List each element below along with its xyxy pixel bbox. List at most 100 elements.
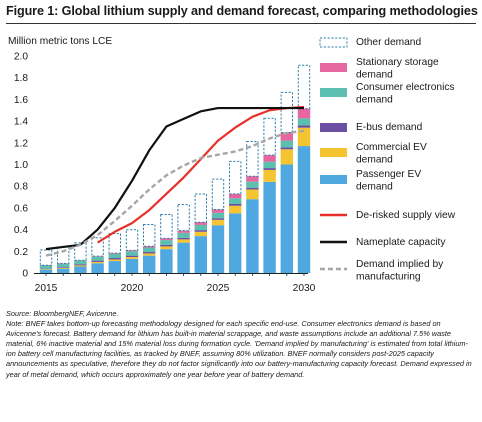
e-bus-demand-bar-2030 (297, 125, 311, 128)
stationary-storage-demand-bar-2023 (177, 230, 190, 233)
y-axis-ticks: 0 0.2 0.4 0.6 0.8 1.0 1.2 1.4 1.6 1.8 2.0 (14, 52, 29, 280)
y-tick-label-5: 1.0 (14, 160, 28, 171)
stationary-storage-demand-bar-2025 (211, 209, 225, 213)
stationary-storage-demand-bar-2019 (108, 253, 121, 254)
other-demand-bar-2028 (263, 117, 276, 156)
consumer-electronics-demand-bar-2030 (297, 118, 311, 126)
passenger-ev-demand-bar-2015 (39, 269, 53, 273)
consumer-electronics-demand-bar-2024 (194, 224, 207, 231)
other-demand-bar-2026 (229, 160, 242, 195)
passenger-ev-demand-bar-2030 (297, 146, 311, 273)
consumer-electronics-demand-bar-2019 (108, 253, 121, 259)
e-bus-demand-bar-2015 (39, 268, 53, 270)
other-demand-bar-2021 (143, 224, 156, 247)
consumer-electronics-demand-bar-2027 (246, 181, 259, 188)
e-bus-demand-bar-2028 (263, 168, 276, 170)
stationary-storage-demand-bar-2027 (246, 176, 259, 182)
y-tick-label-0: 0 (22, 269, 28, 280)
passenger-ev-demand-bar-2028 (263, 181, 276, 273)
note-text: Note: BNEF takes bottom-up forecasting m… (6, 319, 472, 379)
passenger-ev-demand-bar-2022 (160, 249, 173, 273)
commercial-ev-demand-bar-2024 (194, 231, 207, 237)
stationary-storage-demand-bar-2029 (280, 132, 293, 141)
demand-implied-by-manufacturing-line (45, 129, 305, 257)
e-bus-demand-bar-2018 (91, 260, 104, 262)
commercial-ev-demand-bar-2023 (177, 239, 190, 243)
passenger-ev-demand-bar-2021 (143, 255, 156, 273)
passenger-ev-demand-bar-2018 (91, 263, 104, 273)
y-tick-label-8: 1.6 (14, 95, 28, 106)
passenger-ev-demand-legend-label-0: Passenger EV (356, 169, 421, 180)
e-bus-demand-legend-swatch (320, 123, 347, 132)
lithium-chart: Million metric tons LCE 0 0.2 0.4 0.6 0.8 1.0… (8, 36, 456, 294)
stationary-storage-demand-bar-2020 (125, 250, 139, 252)
commercial-ev-demand-legend-swatch (320, 148, 347, 157)
y-axis-label: Million metric tons LCE (8, 36, 112, 47)
passenger-ev-demand-bar-2020 (125, 258, 139, 273)
other-demand-bar-2018 (91, 237, 104, 257)
e-bus-demand-bar-2019 (108, 258, 121, 260)
other-demand-bar-2025 (211, 178, 225, 211)
nameplate-capacity-legend-label-0: Nameplate capacity (356, 237, 446, 248)
title-divider (6, 23, 476, 24)
stationary-storage-demand-bar-2026 (229, 193, 242, 199)
consumer-electronics-demand-legend-label-0: Consumer electronics (356, 82, 455, 93)
e-bus-demand-bar-2025 (211, 218, 225, 220)
demand-implied-by-manufacturing-legend-label-1: manufacturing (356, 272, 421, 283)
passenger-ev-demand-bar-2017 (74, 266, 87, 273)
e-bus-demand-bar-2024 (194, 230, 207, 232)
de-risked-supply-view-legend-label-0: De-risked supply view (356, 210, 456, 221)
stacked-bars (39, 64, 311, 273)
stationary-storage-demand-legend-swatch (320, 63, 347, 72)
consumer-electronics-demand-bar-2017 (74, 260, 87, 265)
consumer-electronics-demand-bar-2029 (280, 140, 293, 148)
commercial-ev-demand-bar-2018 (91, 261, 104, 264)
e-bus-demand-bar-2026 (229, 203, 242, 206)
x-tick-label-2015: 2015 (35, 283, 58, 294)
other-demand-bar-2020 (125, 229, 139, 251)
commercial-ev-demand-bar-2015 (39, 269, 53, 270)
stationary-storage-demand-bar-2021 (143, 246, 156, 248)
y-tick-label-3: 0.6 (14, 203, 28, 214)
y-tick-label-6: 1.2 (14, 138, 28, 149)
other-demand-bar-2019 (108, 233, 121, 254)
passenger-ev-demand-legend-swatch (320, 175, 347, 184)
commercial-ev-demand-legend-label-1: demand (356, 155, 393, 166)
stationary-storage-demand-bar-2030 (297, 108, 311, 119)
e-bus-demand-bar-2017 (74, 264, 87, 266)
commercial-ev-demand-bar-2028 (263, 169, 276, 182)
other-demand-bar-2030 (297, 64, 311, 110)
commercial-ev-demand-bar-2020 (125, 257, 139, 259)
e-bus-demand-bar-2029 (280, 147, 293, 150)
commercial-ev-demand-bar-2026 (229, 205, 242, 214)
consumer-electronics-demand-bar-2021 (143, 247, 156, 253)
consumer-electronics-demand-bar-2016 (57, 263, 70, 268)
consumer-electronics-demand-bar-2028 (263, 161, 276, 169)
commercial-ev-demand-bar-2021 (143, 253, 156, 256)
other-demand-bar-2023 (177, 204, 190, 232)
commercial-ev-demand-bar-2016 (57, 267, 70, 269)
passenger-ev-demand-bar-2025 (211, 225, 225, 273)
other-demand-legend-swatch (319, 37, 348, 48)
consumer-electronics-demand-legend-swatch (320, 88, 347, 97)
commercial-ev-demand-bar-2019 (108, 259, 121, 262)
passenger-ev-demand-legend-label-1: demand (356, 182, 393, 193)
passenger-ev-demand-bar-2016 (57, 268, 70, 273)
x-tick-label-2025: 2025 (207, 283, 230, 294)
x-tick-label-2020: 2020 (121, 283, 144, 294)
commercial-ev-demand-bar-2029 (280, 149, 293, 165)
commercial-ev-demand-legend-label-0: Commercial EV (356, 142, 427, 153)
commercial-ev-demand-bar-2017 (74, 265, 87, 267)
consumer-electronics-demand-bar-2023 (177, 232, 190, 238)
y-tick-label-1: 0.2 (14, 247, 28, 258)
other-demand-bar-2017 (74, 242, 87, 261)
nameplate-capacity-line (45, 106, 304, 251)
e-bus-demand-legend-label-0: E-bus demand (356, 122, 423, 133)
y-tick-label-2: 0.4 (14, 225, 28, 236)
line-series (45, 105, 305, 257)
passenger-ev-demand-bar-2024 (194, 236, 207, 273)
commercial-ev-demand-bar-2022 (160, 246, 173, 250)
passenger-ev-demand-bar-2023 (177, 242, 190, 273)
other-demand-bar-2015 (39, 249, 53, 266)
y-tick-label-10: 2.0 (14, 52, 28, 63)
